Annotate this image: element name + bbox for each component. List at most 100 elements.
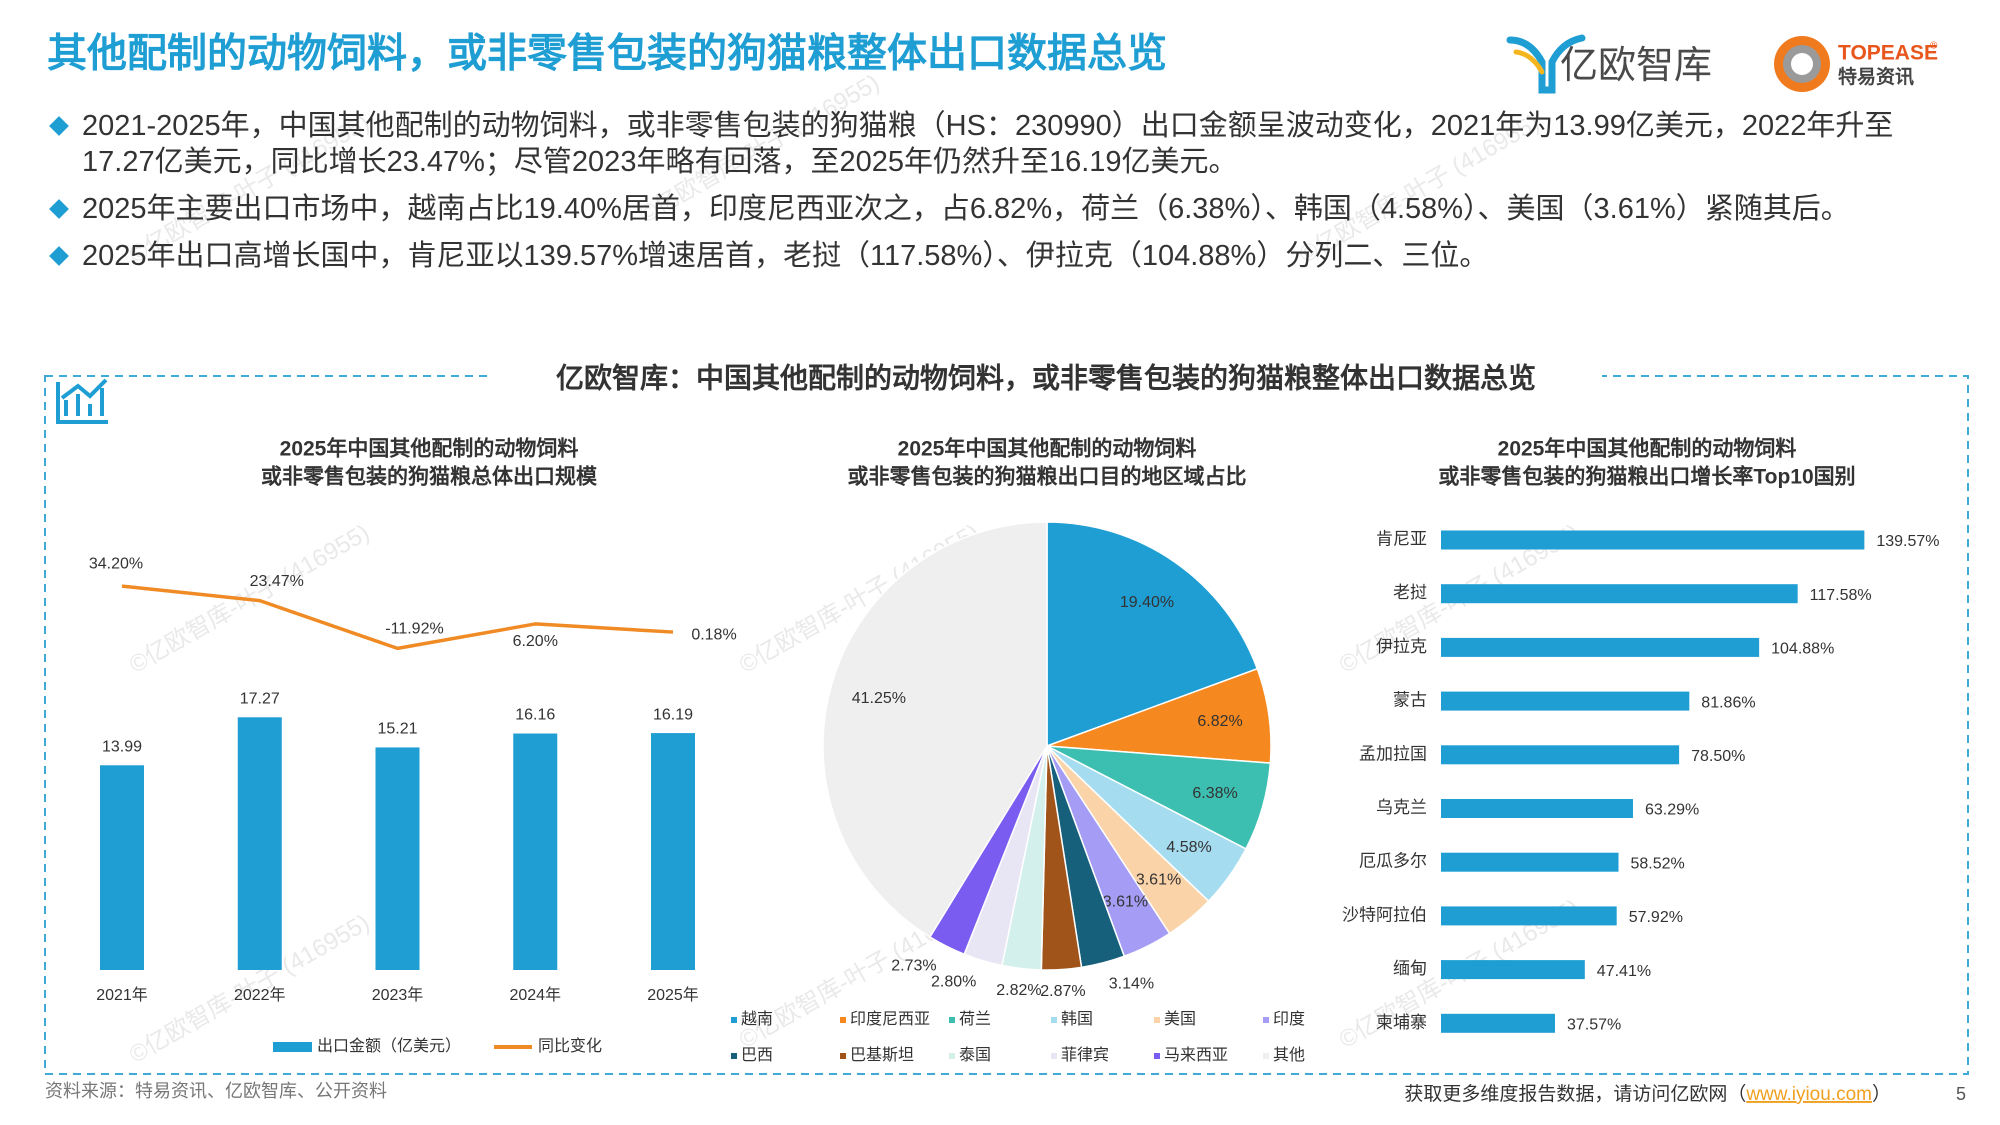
section-title: 亿欧智库：中国其他配制的动物饲料，或非零售包装的狗猫粮整体出口数据总览 xyxy=(556,361,1536,393)
bar-value-label: 117.58% xyxy=(1810,587,1872,604)
chart-title: 或非零售包装的狗猫粮出口目的地区域占比 xyxy=(848,465,1247,489)
legend-label: 菲律宾 xyxy=(1061,1046,1109,1064)
bar xyxy=(1441,745,1680,765)
bar-value-label: 81.86% xyxy=(1701,694,1755,711)
bar-value-label: 16.19 xyxy=(653,706,693,723)
bullet-text: 2021-2025年，中国其他配制的动物饲料，或非零售包装的狗猫粮（HS：230… xyxy=(82,110,1894,142)
y-tick-label: 伊拉克 xyxy=(1376,637,1427,656)
bar xyxy=(651,733,695,970)
bar-value-label: 37.57% xyxy=(1567,1017,1621,1034)
legend-label: 泰国 xyxy=(959,1046,991,1064)
bar xyxy=(1441,530,1865,550)
pie-value-label: 3.61% xyxy=(1103,893,1148,910)
bar-value-label: 16.16 xyxy=(515,707,555,724)
legend-label: 其他 xyxy=(1273,1046,1305,1064)
source-note: 资料来源：特易资讯、亿欧智库、公开资料 xyxy=(45,1081,387,1101)
bar-value-label: 13.99 xyxy=(102,738,142,755)
legend-swatch xyxy=(1263,1053,1269,1059)
line-value-label: 34.20% xyxy=(89,555,143,572)
legend-swatch xyxy=(731,1053,737,1059)
bar xyxy=(1441,1013,1555,1033)
pie-value-label: 2.73% xyxy=(891,958,936,975)
pie-value-label: 3.61% xyxy=(1136,872,1181,889)
chart-title: 2025年中国其他配制的动物饲料 xyxy=(898,437,1197,461)
legend-label: 巴西 xyxy=(741,1047,773,1064)
cta-text: 获取更多维度报告数据，请访问亿欧网（ xyxy=(1404,1083,1746,1105)
legend-label: 印度尼西亚 xyxy=(850,1010,930,1028)
bar-value-label: 78.50% xyxy=(1691,748,1745,765)
bullet: 2025年出口高增长国中，肯尼亚以139.57%增速居首，老挝（117.58%）… xyxy=(48,238,1893,274)
bar-value-label: 57.92% xyxy=(1629,909,1683,926)
pie-value-label: 4.58% xyxy=(1166,839,1211,856)
y-tick-label: 沙特阿拉伯 xyxy=(1342,905,1427,924)
line-value-label: 0.18% xyxy=(691,626,736,643)
legend-label: 同比变化 xyxy=(538,1037,602,1055)
legend-swatch xyxy=(840,1053,846,1059)
bar-value-label: 139.57% xyxy=(1876,533,1939,550)
line-value-label: 6.20% xyxy=(513,633,558,650)
pie-value-label: 3.14% xyxy=(1109,976,1154,993)
legend-swatch xyxy=(1263,1017,1269,1023)
pie-slice xyxy=(822,521,1048,938)
cta-link[interactable]: www.iyiou.com xyxy=(1745,1084,1872,1105)
legend-label: 印度 xyxy=(1273,1010,1305,1028)
legend-swatch xyxy=(840,1017,846,1023)
brand1-logo: 亿欧智库 xyxy=(1506,34,1712,94)
bar xyxy=(1441,637,1760,657)
cta-end: ） xyxy=(1872,1083,1891,1105)
legend-label: 马来西亚 xyxy=(1164,1046,1228,1064)
x-tick-label: 2025年 xyxy=(647,986,699,1004)
legend-label: 韩国 xyxy=(1061,1010,1093,1028)
legend-swatch xyxy=(1051,1017,1057,1023)
bar-value-label: 15.21 xyxy=(377,721,417,738)
bullet-text: 17.27亿美元，同比增长23.47%；尽管2023年略有回落，至2025年仍然… xyxy=(82,146,1238,178)
legend-swatch xyxy=(949,1017,955,1023)
page-number: 5 xyxy=(1956,1084,1966,1104)
bullet: 2025年主要出口市场中，越南占比19.40%居首，印度尼西亚次之，占6.82%… xyxy=(48,191,1893,227)
legend-label: 巴基斯坦 xyxy=(850,1046,914,1064)
brand2-name: TOPEASE xyxy=(1838,42,1938,65)
bullet-text: 2025年出口高增长国中，肯尼亚以139.57%增速居首，老挝（117.58%）… xyxy=(82,240,1489,272)
cta: 获取更多维度报告数据，请访问亿欧网（www.iyiou.com） xyxy=(1404,1083,1891,1105)
chart-title: 2025年中国其他配制的动物饲料 xyxy=(1498,437,1797,461)
section-frame xyxy=(44,375,1969,1075)
bar-value-label: 17.27 xyxy=(240,691,280,708)
pie-value-label: 6.82% xyxy=(1197,713,1242,730)
bar-value-label: 47.41% xyxy=(1597,963,1651,980)
chart-title: 或非零售包装的狗猫粮总体出口规模 xyxy=(261,465,598,489)
y-tick-label: 厄瓜多尔 xyxy=(1359,852,1427,871)
brand2-logo: TOPEASE ® 特易资讯 xyxy=(1774,36,1938,92)
y-tick-label: 老挝 xyxy=(1393,583,1427,602)
pie-slice xyxy=(1046,521,1259,748)
pie-value-label: 2.82% xyxy=(996,982,1041,999)
section-title-bg xyxy=(490,360,1602,394)
bar-value-label: 63.29% xyxy=(1645,802,1699,819)
brand1-name: 亿欧智库 xyxy=(1560,45,1712,87)
y-tick-label: 乌克兰 xyxy=(1376,798,1427,817)
legend-swatch xyxy=(273,1042,312,1052)
y-tick-label: 肯尼亚 xyxy=(1376,529,1427,548)
bar xyxy=(513,733,558,970)
bar xyxy=(1441,906,1617,926)
bar xyxy=(375,747,420,970)
legend-label: 荷兰 xyxy=(959,1010,991,1028)
line-value-label: -11.92% xyxy=(385,621,443,638)
x-tick-label: 2023年 xyxy=(372,986,424,1004)
bar xyxy=(100,765,144,970)
y-tick-label: 柬埔寨 xyxy=(1376,1013,1427,1032)
bar xyxy=(1441,691,1690,711)
x-tick-label: 2024年 xyxy=(509,986,561,1004)
section-icon xyxy=(56,378,108,424)
pie-value-label: 6.38% xyxy=(1192,785,1237,802)
chart-title: 2025年中国其他配制的动物饲料 xyxy=(280,437,579,461)
bullet: 2021-2025年，中国其他配制的动物饲料，或非零售包装的狗猫粮（HS：230… xyxy=(48,108,1893,180)
legend-swatch xyxy=(949,1053,955,1059)
y-tick-label: 蒙古 xyxy=(1393,691,1427,710)
bullet-text: 2025年主要出口市场中，越南占比19.40%居首，印度尼西亚次之，占6.82%… xyxy=(82,193,1850,225)
bar xyxy=(1441,584,1798,604)
pie-value-label: 19.40% xyxy=(1120,594,1174,611)
pie-value-label: 2.87% xyxy=(1040,983,1085,1000)
pie-value-label: 2.80% xyxy=(931,973,976,990)
